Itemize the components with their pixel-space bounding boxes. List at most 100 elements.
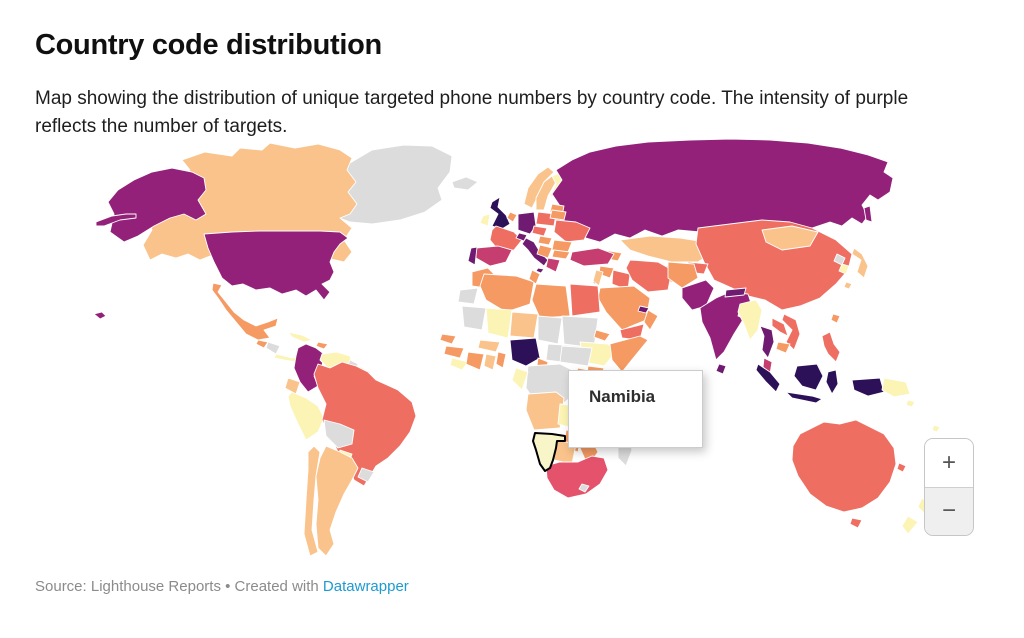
- country-angola[interactable]: [525, 391, 565, 431]
- country-chile[interactable]: [303, 445, 321, 557]
- country-iran[interactable]: [625, 259, 673, 293]
- country-japan-south[interactable]: [843, 281, 853, 290]
- country-peru[interactable]: [287, 391, 325, 441]
- country-somalia[interactable]: [609, 335, 649, 373]
- country-wsahara[interactable]: [457, 287, 479, 305]
- zoom-out-button[interactable]: −: [925, 486, 973, 535]
- country-mali[interactable]: [485, 307, 513, 339]
- country-tasmania[interactable]: [849, 517, 863, 529]
- country-myanmar[interactable]: [737, 299, 763, 341]
- country-laos[interactable]: [771, 317, 789, 337]
- country-argentina[interactable]: [315, 445, 359, 557]
- page-title: Country code distribution: [35, 29, 382, 62]
- country-ukraine[interactable]: [553, 219, 591, 243]
- country-levant[interactable]: [592, 269, 604, 287]
- country-usa[interactable]: [203, 230, 349, 301]
- country-northkorea[interactable]: [833, 253, 846, 266]
- country-cambodia[interactable]: [775, 341, 791, 354]
- country-russia[interactable]: [551, 138, 894, 243]
- country-aleutians[interactable]: [95, 213, 137, 227]
- zoom-in-button[interactable]: +: [925, 439, 973, 487]
- country-lesotho[interactable]: [578, 483, 590, 493]
- country-bulgaria[interactable]: [551, 249, 571, 260]
- country-algeria[interactable]: [479, 273, 535, 313]
- country-indonesia-sulawesi[interactable]: [825, 369, 839, 395]
- country-namibia-highlighted[interactable]: [532, 432, 566, 472]
- country-mongolia[interactable]: [761, 225, 819, 251]
- country-turkey[interactable]: [569, 247, 615, 267]
- country-iceland[interactable]: [451, 176, 479, 191]
- country-afghanistan[interactable]: [667, 261, 699, 289]
- country-philippines[interactable]: [821, 331, 841, 363]
- country-hawaii[interactable]: [93, 311, 107, 320]
- country-solomon[interactable]: [905, 399, 916, 408]
- attribution-footer: Source: Lighthouse Reports • Created wit…: [35, 578, 409, 595]
- country-cuba[interactable]: [287, 331, 313, 343]
- country-southkorea[interactable]: [838, 263, 850, 275]
- country-uruguay[interactable]: [357, 467, 375, 483]
- country-png[interactable]: [881, 377, 911, 398]
- country-mauritania[interactable]: [461, 305, 487, 331]
- country-chad[interactable]: [537, 315, 563, 345]
- country-greece[interactable]: [545, 257, 561, 273]
- country-italy[interactable]: [521, 237, 549, 267]
- country-ivorycoast[interactable]: [465, 351, 485, 371]
- country-nz-south[interactable]: [901, 515, 919, 535]
- country-srilanka[interactable]: [715, 363, 727, 375]
- country-burkina[interactable]: [477, 339, 501, 353]
- country-nepal[interactable]: [724, 287, 747, 298]
- country-norway[interactable]: [523, 166, 555, 209]
- country-ecuador[interactable]: [284, 377, 301, 395]
- country-indonesia-sumatra[interactable]: [755, 363, 781, 393]
- country-czechia[interactable]: [531, 225, 548, 237]
- country-fiji[interactable]: [931, 424, 941, 433]
- country-sweden[interactable]: [535, 175, 557, 211]
- country-japan[interactable]: [851, 247, 869, 279]
- country-guinea[interactable]: [443, 345, 465, 359]
- country-nigeria[interactable]: [509, 337, 541, 367]
- country-egypt[interactable]: [569, 283, 601, 317]
- map-description: Map showing the distribution of unique t…: [35, 88, 909, 137]
- country-libya[interactable]: [531, 283, 571, 319]
- country-spain[interactable]: [475, 245, 513, 267]
- country-eritrea[interactable]: [593, 329, 611, 342]
- country-guatemala[interactable]: [255, 339, 269, 349]
- country-niger[interactable]: [509, 311, 539, 339]
- country-indonesia-borneo[interactable]: [793, 363, 824, 391]
- country-ghana[interactable]: [483, 353, 497, 371]
- country-netherlands-belgium[interactable]: [506, 211, 518, 223]
- country-hungary[interactable]: [537, 235, 553, 246]
- country-sierraleone-liberia[interactable]: [449, 357, 469, 371]
- country-gabon-congo[interactable]: [511, 367, 529, 391]
- country-sakhalin[interactable]: [863, 205, 873, 223]
- country-portugal[interactable]: [467, 246, 478, 266]
- country-australia[interactable]: [791, 419, 897, 513]
- country-ireland[interactable]: [479, 213, 491, 227]
- country-belarus[interactable]: [549, 209, 567, 221]
- country-honduras-nicaragua[interactable]: [265, 341, 281, 355]
- country-newcaledonia[interactable]: [896, 462, 907, 473]
- country-sicily[interactable]: [535, 267, 545, 274]
- country-vietnam[interactable]: [781, 313, 801, 351]
- country-hispaniola[interactable]: [315, 341, 329, 350]
- map-zoom-controls: + −: [924, 438, 974, 536]
- country-uae[interactable]: [637, 305, 650, 314]
- country-indonesia-papua[interactable]: [851, 377, 885, 397]
- country-brazil[interactable]: [313, 361, 417, 487]
- country-thailand[interactable]: [759, 325, 775, 359]
- country-china[interactable]: [695, 219, 853, 311]
- country-alaska[interactable]: [107, 167, 207, 243]
- country-taiwan[interactable]: [830, 313, 841, 324]
- tooltip-country-label: Namibia: [589, 387, 656, 406]
- country-togo-benin[interactable]: [495, 351, 507, 369]
- country-bolivia[interactable]: [323, 419, 355, 449]
- country-senegal[interactable]: [439, 333, 457, 345]
- country-indonesia-java[interactable]: [785, 391, 823, 404]
- country-oman[interactable]: [643, 309, 659, 331]
- country-southsudan[interactable]: [559, 345, 593, 367]
- country-mexico[interactable]: [211, 282, 279, 341]
- country-southafrica[interactable]: [545, 455, 609, 499]
- country-uk[interactable]: [489, 196, 511, 230]
- datawrapper-link[interactable]: Datawrapper: [322, 578, 409, 595]
